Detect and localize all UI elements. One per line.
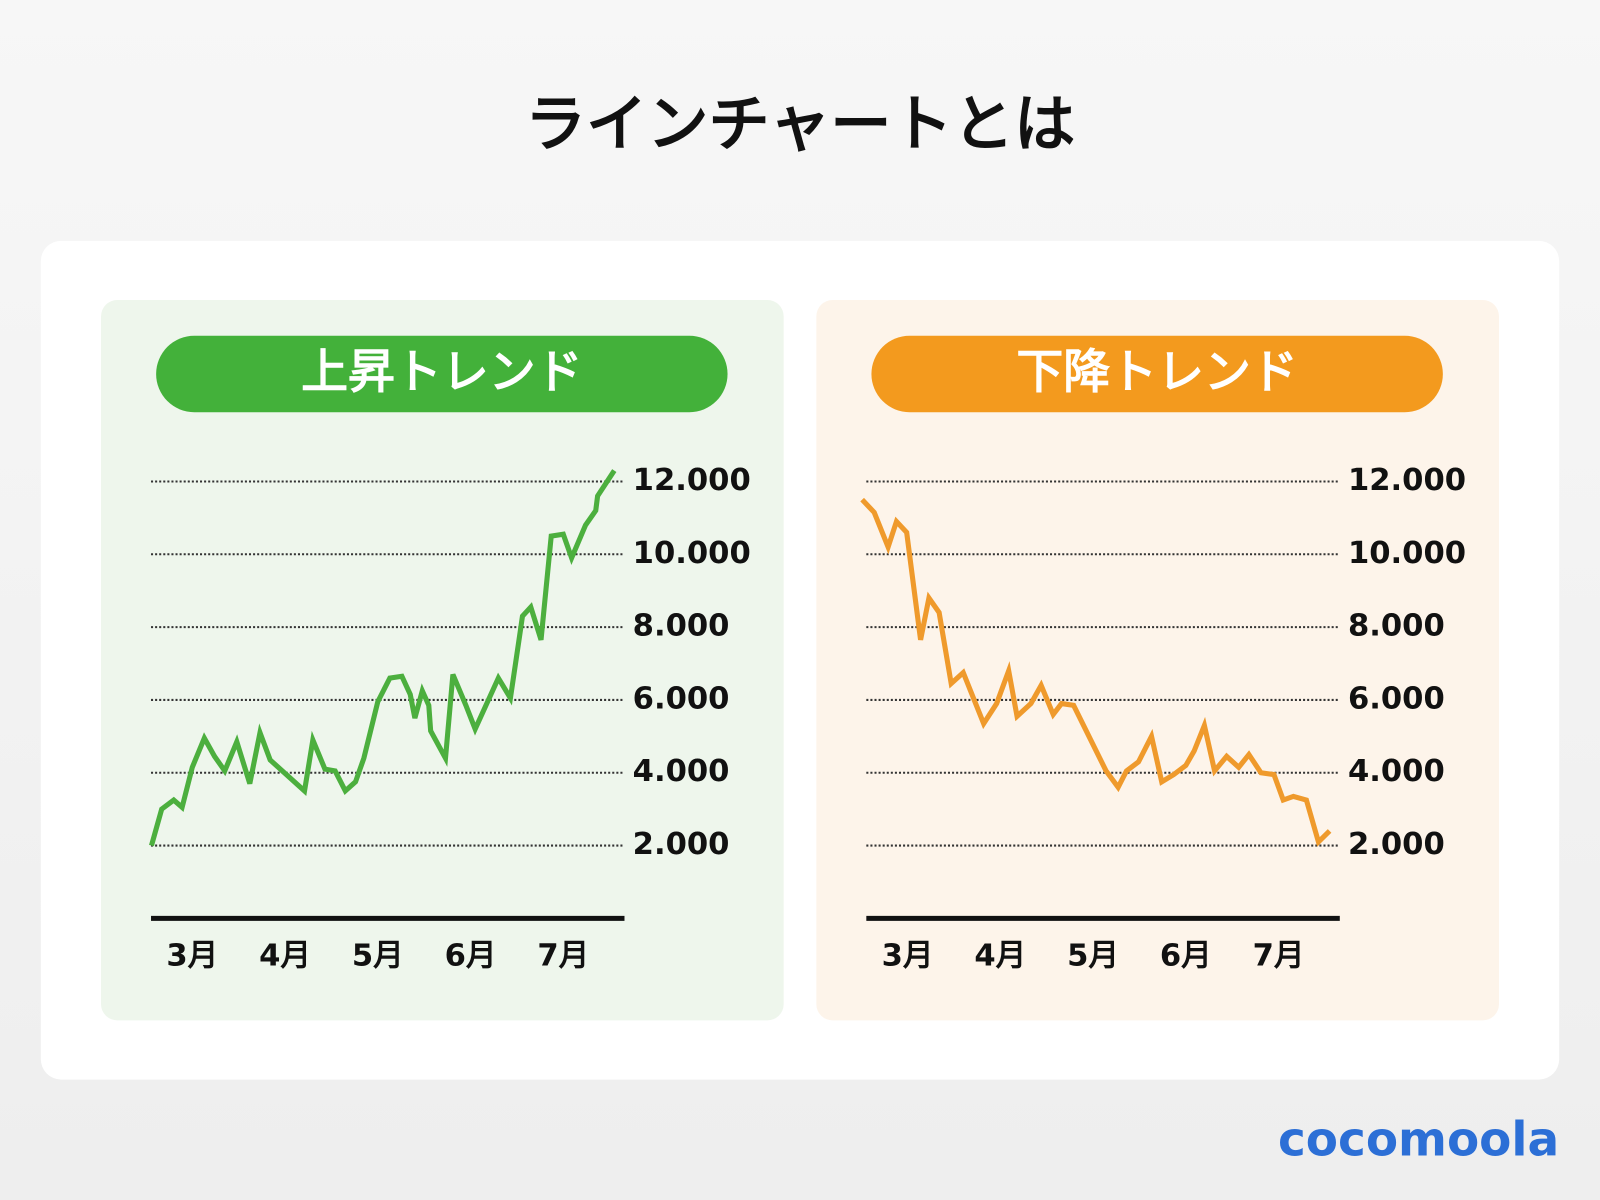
y-tick-label: 10.000 — [633, 536, 751, 571]
y-tick-label: 12.000 — [633, 463, 751, 498]
data-line — [149, 469, 617, 847]
y-tick-label: 12.000 — [1348, 463, 1466, 498]
x-tick-label: 7月 — [1253, 939, 1305, 974]
title-badge — [871, 335, 1443, 413]
y-tick-label: 4.000 — [633, 754, 730, 789]
y-tick-label: 6.000 — [1348, 681, 1445, 716]
chart-title: 上昇トレンド — [301, 345, 583, 400]
x-tick-label: 4月 — [974, 939, 1026, 974]
logo: cocomoola — [1278, 1112, 1559, 1167]
title-badge — [156, 335, 728, 413]
y-tick-label: 4.000 — [1348, 754, 1445, 789]
page-title: ラインチャートとは — [525, 89, 1075, 160]
y-tick-label: 8.000 — [1348, 609, 1445, 644]
data-line — [860, 497, 1332, 847]
panel — [101, 300, 784, 1021]
x-tick-label: 6月 — [445, 939, 497, 974]
x-tick-label: 3月 — [166, 939, 218, 974]
chart-title: 下降トレンド — [1016, 345, 1298, 400]
x-tick-label: 6月 — [1160, 939, 1212, 974]
x-tick-label: 5月 — [352, 939, 404, 974]
x-tick-label: 4月 — [259, 939, 311, 974]
x-tick-label: 3月 — [882, 939, 934, 974]
y-tick-label: 8.000 — [633, 609, 730, 644]
y-tick-label: 6.000 — [633, 681, 730, 716]
y-tick-label: 2.000 — [1348, 827, 1445, 862]
y-tick-label: 2.000 — [633, 827, 730, 862]
x-tick-label: 5月 — [1067, 939, 1119, 974]
y-tick-label: 10.000 — [1348, 536, 1466, 571]
panel — [816, 300, 1499, 1021]
x-tick-label: 7月 — [537, 939, 589, 974]
